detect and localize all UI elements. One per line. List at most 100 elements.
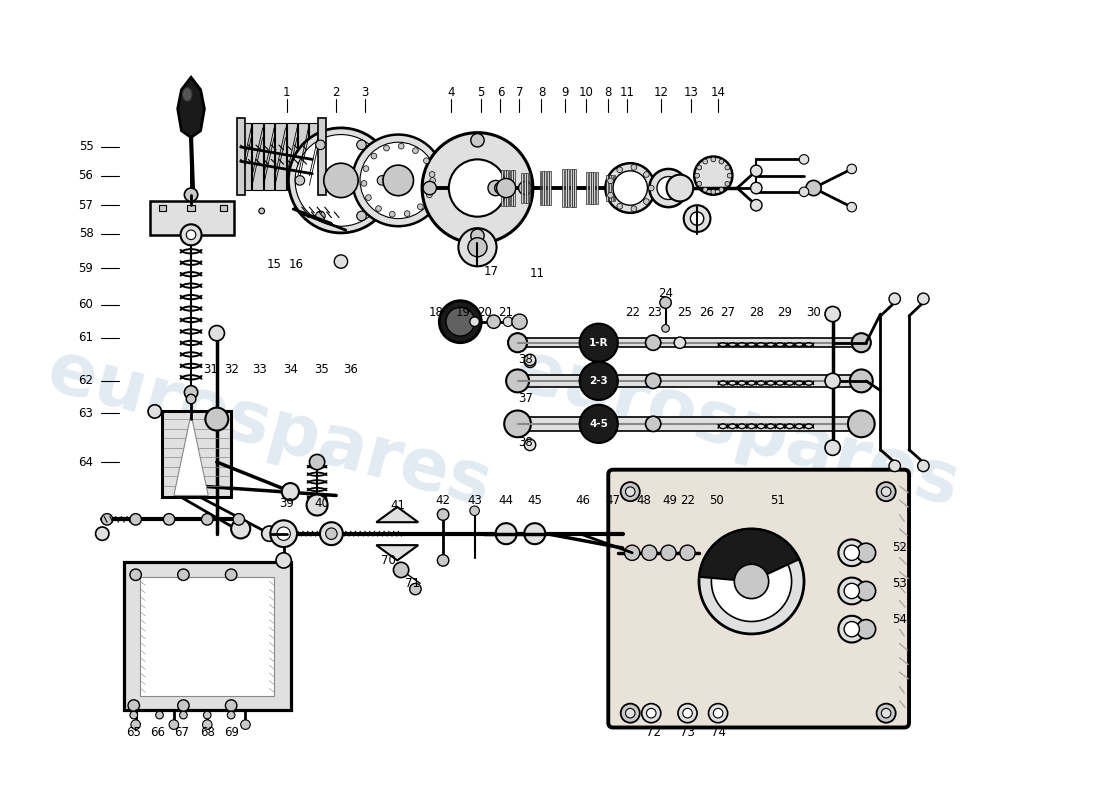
Bar (275, 123, 286, 190)
Circle shape (487, 315, 500, 328)
Polygon shape (174, 414, 208, 495)
Text: 71: 71 (405, 577, 420, 590)
Text: 55: 55 (78, 141, 94, 154)
Circle shape (201, 514, 213, 525)
Text: 29: 29 (778, 306, 792, 318)
Text: 23: 23 (647, 306, 661, 318)
Circle shape (525, 356, 536, 367)
Circle shape (148, 405, 162, 418)
Bar (570, 169, 572, 207)
Circle shape (631, 206, 637, 211)
Circle shape (262, 526, 277, 542)
Text: 1-R: 1-R (588, 338, 608, 348)
Text: 13: 13 (684, 86, 699, 99)
Bar (564, 169, 567, 207)
Text: 14: 14 (711, 86, 726, 99)
Text: eurospares: eurospares (507, 336, 967, 521)
Text: 4: 4 (447, 86, 454, 99)
Circle shape (838, 616, 865, 642)
Text: 48: 48 (636, 494, 651, 506)
Text: 69: 69 (223, 726, 239, 738)
Circle shape (708, 704, 727, 722)
Text: 26: 26 (700, 306, 714, 318)
Circle shape (680, 545, 695, 561)
Circle shape (185, 386, 198, 399)
Text: 40: 40 (315, 497, 329, 510)
Text: 67: 67 (174, 726, 189, 738)
Bar (562, 169, 564, 207)
Bar (608, 174, 611, 202)
Circle shape (697, 182, 702, 186)
Text: 20: 20 (476, 306, 492, 318)
Text: 63: 63 (78, 407, 94, 420)
Circle shape (644, 198, 649, 205)
Bar (502, 170, 504, 206)
Circle shape (277, 527, 290, 540)
Circle shape (857, 620, 876, 638)
Circle shape (750, 199, 762, 211)
Circle shape (881, 708, 891, 718)
Text: 45: 45 (527, 494, 542, 506)
Text: 53: 53 (892, 577, 906, 590)
Text: 74: 74 (711, 726, 726, 738)
Bar (141, 577, 274, 696)
FancyBboxPatch shape (608, 470, 909, 727)
Circle shape (641, 704, 661, 722)
Circle shape (178, 700, 189, 711)
Circle shape (889, 460, 901, 472)
Bar (588, 172, 591, 204)
Circle shape (620, 482, 640, 502)
Circle shape (363, 166, 368, 171)
Circle shape (703, 159, 707, 164)
Circle shape (470, 317, 480, 326)
Text: 50: 50 (708, 494, 724, 506)
Circle shape (276, 553, 292, 568)
Circle shape (398, 143, 404, 149)
Circle shape (186, 394, 196, 404)
Circle shape (495, 182, 506, 194)
Circle shape (164, 514, 175, 525)
Text: 34: 34 (283, 363, 298, 376)
Text: 4-5: 4-5 (590, 419, 608, 429)
Circle shape (917, 293, 930, 305)
Circle shape (422, 133, 532, 243)
Circle shape (384, 146, 389, 151)
Bar (506, 170, 508, 206)
Text: 57: 57 (78, 198, 94, 212)
Circle shape (233, 514, 244, 525)
Wedge shape (700, 529, 799, 582)
Circle shape (438, 509, 449, 520)
Bar (596, 172, 597, 204)
Circle shape (727, 174, 732, 178)
Text: 10: 10 (579, 86, 594, 99)
Bar (614, 174, 615, 202)
Circle shape (96, 527, 109, 540)
Bar (606, 174, 608, 202)
Circle shape (617, 203, 623, 209)
Text: 59: 59 (78, 262, 94, 274)
Text: 51: 51 (770, 494, 784, 506)
Text: 43: 43 (468, 494, 482, 506)
Text: 22: 22 (625, 306, 640, 318)
Text: 66: 66 (150, 726, 165, 738)
Text: 5: 5 (477, 86, 485, 99)
Circle shape (857, 582, 876, 601)
Circle shape (412, 148, 418, 154)
Circle shape (646, 335, 661, 350)
Circle shape (580, 362, 618, 400)
Circle shape (496, 178, 516, 198)
Bar (574, 169, 576, 207)
Circle shape (424, 182, 437, 194)
Text: 12: 12 (653, 86, 669, 99)
Circle shape (383, 165, 414, 196)
Circle shape (838, 578, 865, 604)
Text: eurospares: eurospares (40, 336, 499, 521)
Bar (612, 174, 613, 202)
Circle shape (607, 192, 614, 198)
Bar (514, 170, 515, 206)
Circle shape (711, 190, 716, 194)
Circle shape (844, 545, 859, 561)
Circle shape (130, 514, 142, 525)
Circle shape (646, 416, 661, 431)
Circle shape (488, 180, 504, 196)
